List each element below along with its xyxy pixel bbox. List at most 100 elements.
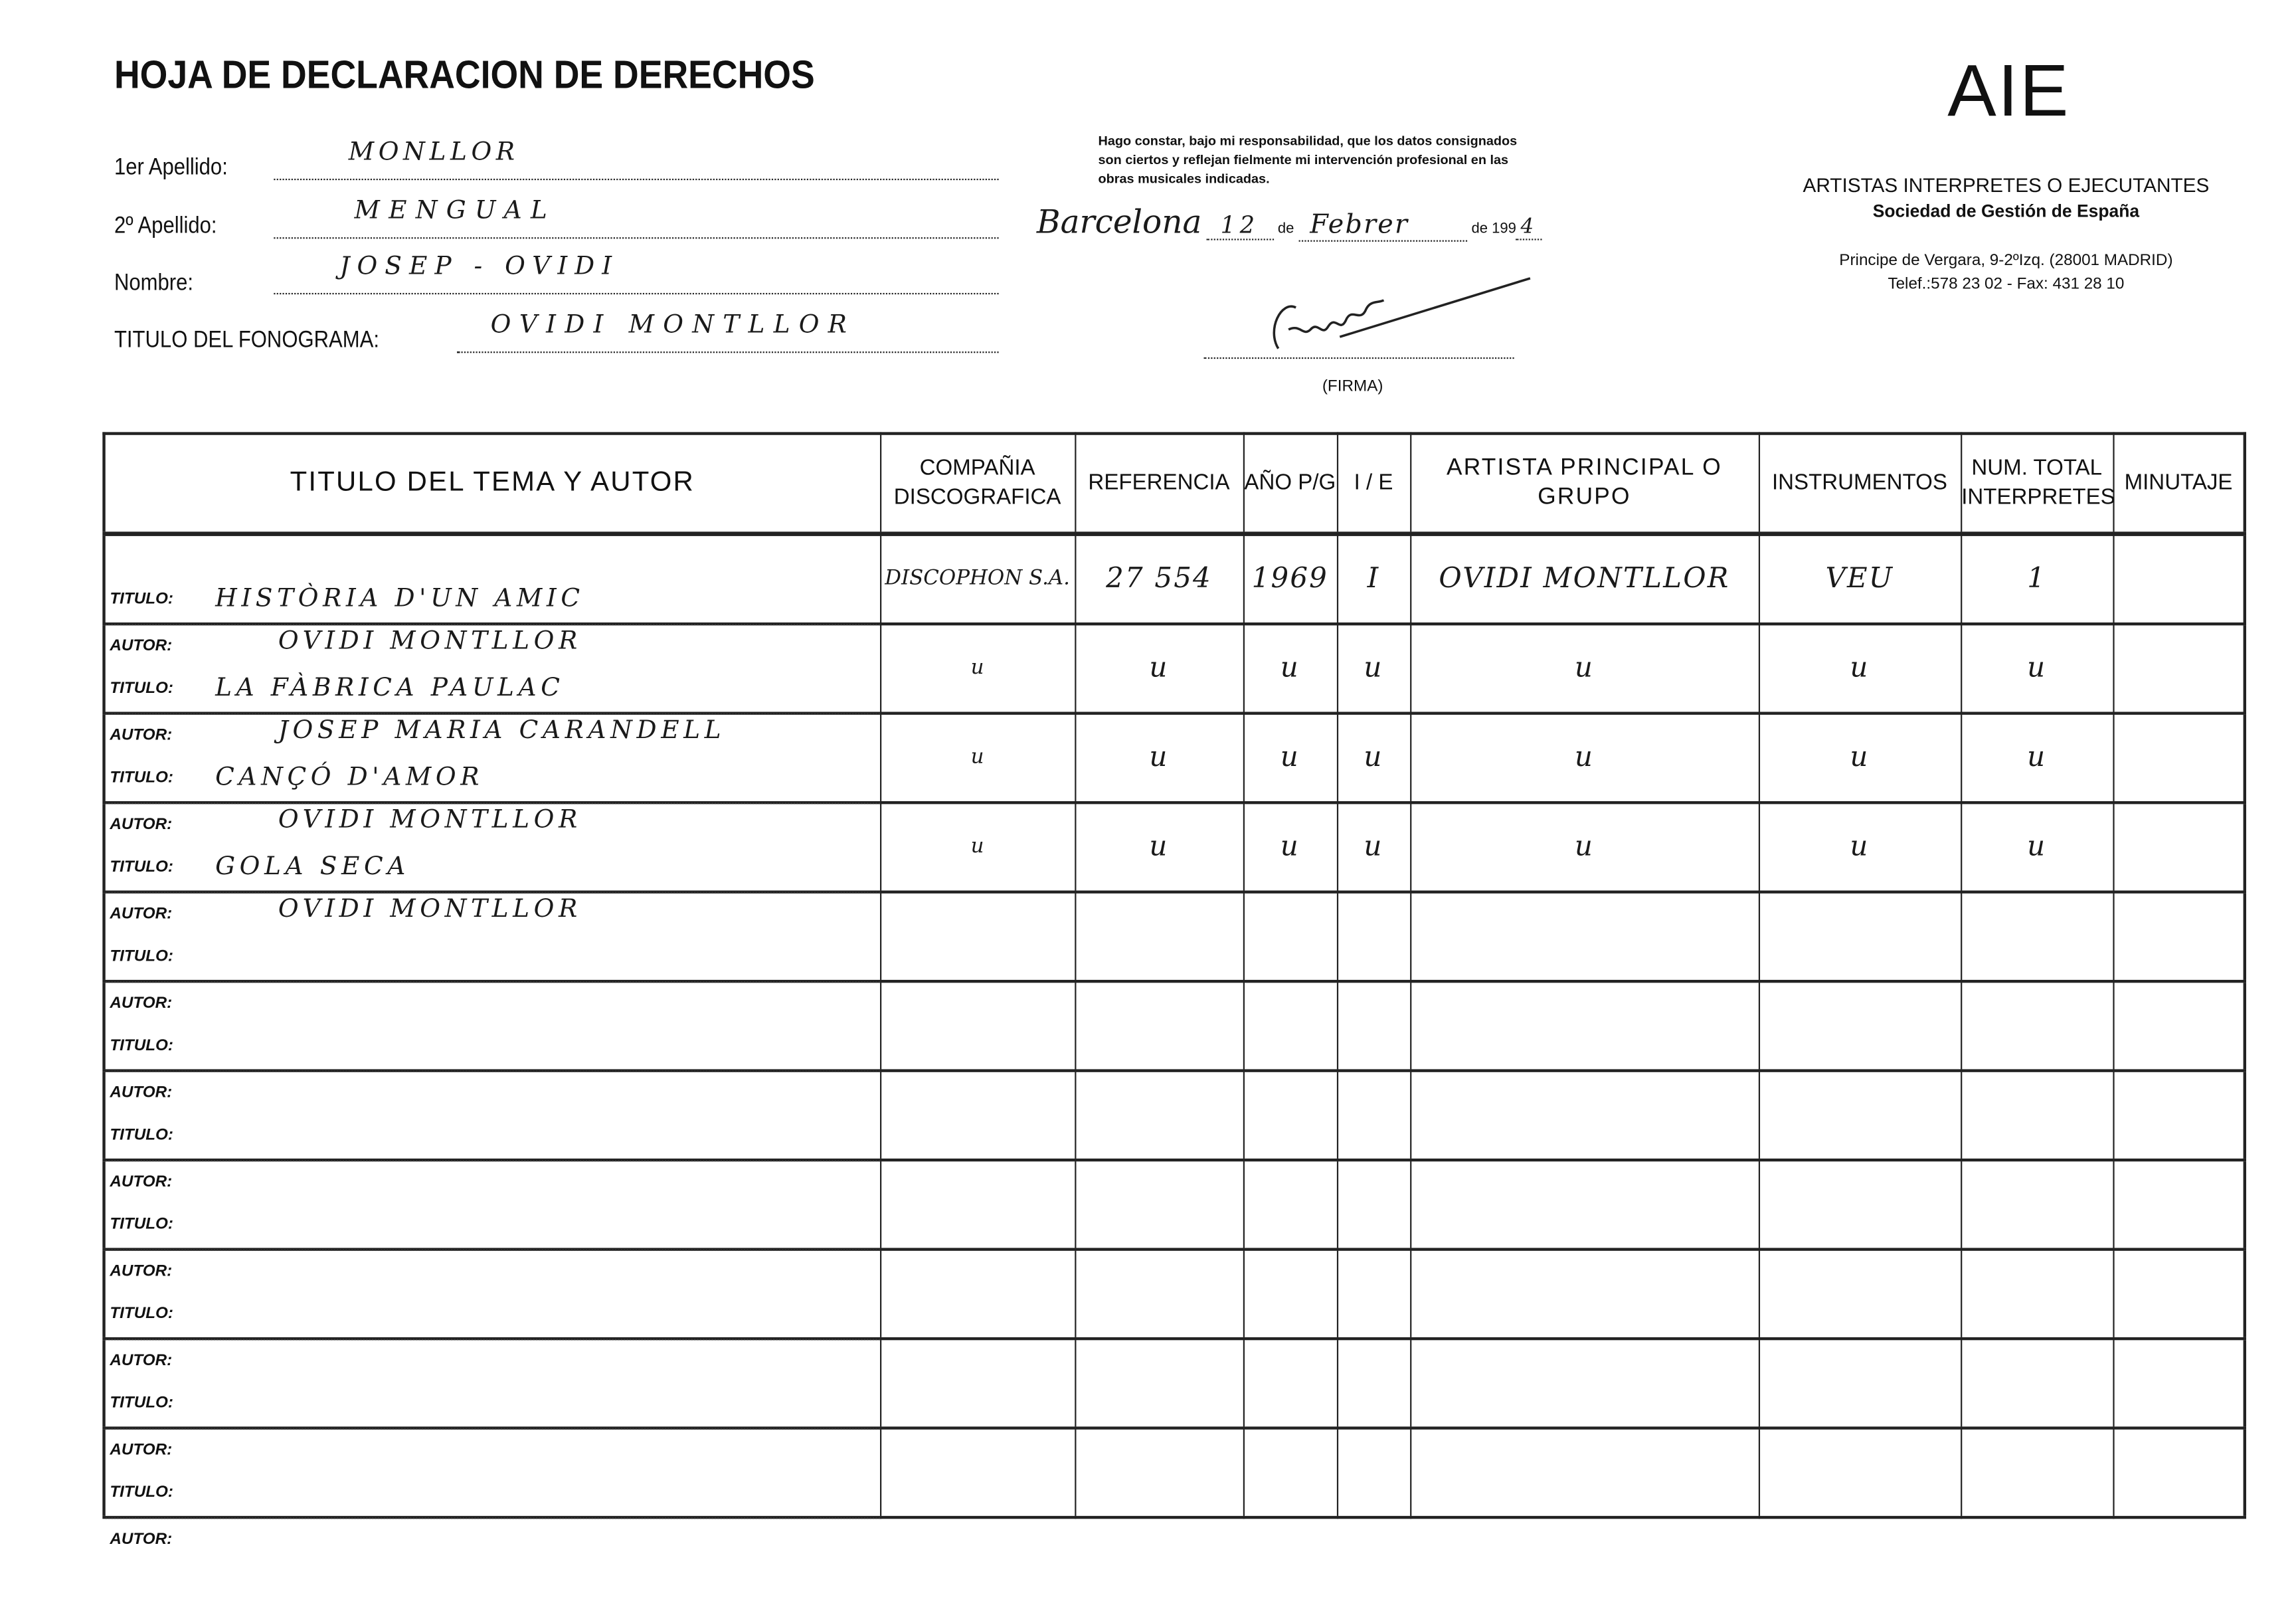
- ie-value[interactable]: I: [1367, 563, 1380, 595]
- cell-minutaje[interactable]: [2112, 712, 2246, 803]
- cell-ano[interactable]: 1969: [1242, 533, 1338, 624]
- cell-ano[interactable]: [1242, 1069, 1338, 1161]
- field-value-fonograma[interactable]: OVIDI MONTLLOR: [490, 310, 856, 340]
- cell-titulo-autor[interactable]: TITULO: AUTOR:: [103, 1069, 881, 1190]
- cell-minutaje[interactable]: [2112, 1158, 2246, 1250]
- cell-instrumentos[interactable]: [1757, 1069, 1962, 1161]
- autor-value[interactable]: OVIDI MONTLLOR: [278, 805, 582, 835]
- instrumentos-value[interactable]: u: [1850, 741, 1870, 774]
- cell-referencia[interactable]: 27 554: [1074, 533, 1244, 624]
- cell-compania[interactable]: [879, 1337, 1076, 1428]
- cell-referencia[interactable]: u: [1074, 712, 1244, 803]
- cell-ano[interactable]: [1242, 1337, 1338, 1428]
- cell-compania[interactable]: u: [879, 801, 1076, 892]
- cell-titulo-autor[interactable]: TITULO: AUTOR:: [103, 1158, 881, 1280]
- cell-instrumentos[interactable]: u: [1757, 712, 1962, 803]
- cell-referencia[interactable]: [1074, 1069, 1244, 1161]
- cell-minutaje[interactable]: [2112, 1069, 2246, 1161]
- compania-value[interactable]: DISCOPHON S.A.: [885, 567, 1071, 591]
- cell-ie[interactable]: [1336, 1426, 1411, 1518]
- cell-titulo-autor[interactable]: TITULO: AUTOR:: [103, 1337, 881, 1459]
- cell-referencia[interactable]: [1074, 1158, 1244, 1250]
- year-value[interactable]: 4: [1516, 215, 1543, 240]
- ie-value[interactable]: u: [1364, 652, 1383, 684]
- cell-referencia[interactable]: [1074, 1337, 1244, 1428]
- cell-num[interactable]: 1: [1959, 533, 2114, 624]
- cell-num[interactable]: u: [1959, 801, 2114, 892]
- cell-ano[interactable]: [1242, 1158, 1338, 1250]
- cell-titulo-autor[interactable]: TITULO: LA FÀBRICA PAULAC AUTOR: JOSEP M…: [103, 622, 881, 745]
- cell-ie[interactable]: I: [1336, 533, 1411, 624]
- referencia-value[interactable]: u: [1149, 741, 1169, 774]
- cell-ano[interactable]: [1242, 890, 1338, 982]
- cell-num[interactable]: [1959, 1337, 2114, 1428]
- cell-ie[interactable]: [1336, 1069, 1411, 1161]
- cell-instrumentos[interactable]: [1757, 1426, 1962, 1518]
- cell-ie[interactable]: u: [1336, 801, 1411, 892]
- cell-compania[interactable]: u: [879, 712, 1076, 803]
- cell-titulo-autor[interactable]: TITULO: AUTOR:: [103, 890, 881, 1012]
- cell-compania[interactable]: [879, 1158, 1076, 1250]
- titulo-value[interactable]: CANÇÓ D'AMOR: [215, 763, 484, 793]
- cell-compania[interactable]: [879, 1248, 1076, 1339]
- cell-minutaje[interactable]: [2112, 890, 2246, 982]
- cell-ano[interactable]: [1242, 1248, 1338, 1339]
- cell-referencia[interactable]: [1074, 1426, 1244, 1518]
- referencia-value[interactable]: u: [1149, 830, 1169, 863]
- cell-artista[interactable]: [1409, 1158, 1759, 1250]
- cell-titulo-autor[interactable]: TITULO: AUTOR:: [103, 1426, 881, 1548]
- cell-instrumentos[interactable]: [1757, 890, 1962, 982]
- cell-instrumentos[interactable]: [1757, 1337, 1962, 1428]
- cell-num[interactable]: [1959, 1426, 2114, 1518]
- titulo-value[interactable]: LA FÀBRICA PAULAC: [215, 674, 565, 704]
- cell-artista[interactable]: [1409, 890, 1759, 982]
- cell-artista[interactable]: [1409, 979, 1759, 1071]
- num-value[interactable]: 1: [2027, 563, 2047, 595]
- cell-instrumentos[interactable]: [1757, 1158, 1962, 1250]
- autor-value[interactable]: OVIDI MONTLLOR: [278, 895, 582, 925]
- cell-artista[interactable]: u: [1409, 801, 1759, 892]
- cell-num[interactable]: u: [1959, 712, 2114, 803]
- cell-num[interactable]: [1959, 890, 2114, 982]
- field-value-nombre[interactable]: JOSEP - OVIDI: [339, 252, 620, 282]
- referencia-value[interactable]: u: [1149, 652, 1169, 684]
- cell-ie[interactable]: u: [1336, 622, 1411, 713]
- cell-titulo-autor[interactable]: TITULO: CANÇÓ D'AMOR AUTOR: OVIDI MONTLL…: [103, 712, 881, 835]
- cell-compania[interactable]: u: [879, 622, 1076, 713]
- ano-value[interactable]: u: [1280, 830, 1300, 863]
- artista-value[interactable]: u: [1574, 741, 1595, 774]
- cell-artista[interactable]: OVIDI MONTLLOR: [1409, 533, 1759, 624]
- cell-minutaje[interactable]: [2112, 979, 2246, 1071]
- cell-ano[interactable]: [1242, 1426, 1338, 1518]
- compania-value[interactable]: u: [970, 656, 984, 680]
- cell-compania[interactable]: [879, 1069, 1076, 1161]
- cell-ano[interactable]: u: [1242, 801, 1338, 892]
- referencia-value[interactable]: 27 554: [1106, 563, 1212, 595]
- ano-value[interactable]: u: [1280, 652, 1300, 684]
- num-value[interactable]: u: [2027, 830, 2047, 863]
- cell-artista[interactable]: u: [1409, 622, 1759, 713]
- ano-value[interactable]: u: [1280, 741, 1300, 774]
- cell-ie[interactable]: u: [1336, 712, 1411, 803]
- cell-instrumentos[interactable]: u: [1757, 622, 1962, 713]
- cell-titulo-autor[interactable]: TITULO: AUTOR:: [103, 1248, 881, 1369]
- cell-num[interactable]: [1959, 1158, 2114, 1250]
- cell-titulo-autor[interactable]: TITULO: AUTOR:: [103, 979, 881, 1101]
- artista-value[interactable]: OVIDI MONTLLOR: [1439, 563, 1730, 595]
- instrumentos-value[interactable]: u: [1850, 830, 1870, 863]
- autor-value[interactable]: OVIDI MONTLLOR: [278, 627, 582, 657]
- cell-artista[interactable]: [1409, 1337, 1759, 1428]
- titulo-value[interactable]: GOLA SECA: [215, 852, 410, 882]
- ano-value[interactable]: 1969: [1251, 563, 1329, 595]
- cell-num[interactable]: [1959, 1248, 2114, 1339]
- cell-num[interactable]: [1959, 1069, 2114, 1161]
- instrumentos-value[interactable]: u: [1850, 652, 1870, 684]
- cell-compania[interactable]: [879, 979, 1076, 1071]
- cell-minutaje[interactable]: [2112, 1426, 2246, 1518]
- ie-value[interactable]: u: [1364, 741, 1383, 774]
- autor-value[interactable]: JOSEP MARIA CARANDELL: [278, 716, 726, 746]
- cell-instrumentos[interactable]: u: [1757, 801, 1962, 892]
- cell-ano[interactable]: u: [1242, 712, 1338, 803]
- day-value[interactable]: 12: [1205, 211, 1274, 240]
- cell-ie[interactable]: [1336, 1337, 1411, 1428]
